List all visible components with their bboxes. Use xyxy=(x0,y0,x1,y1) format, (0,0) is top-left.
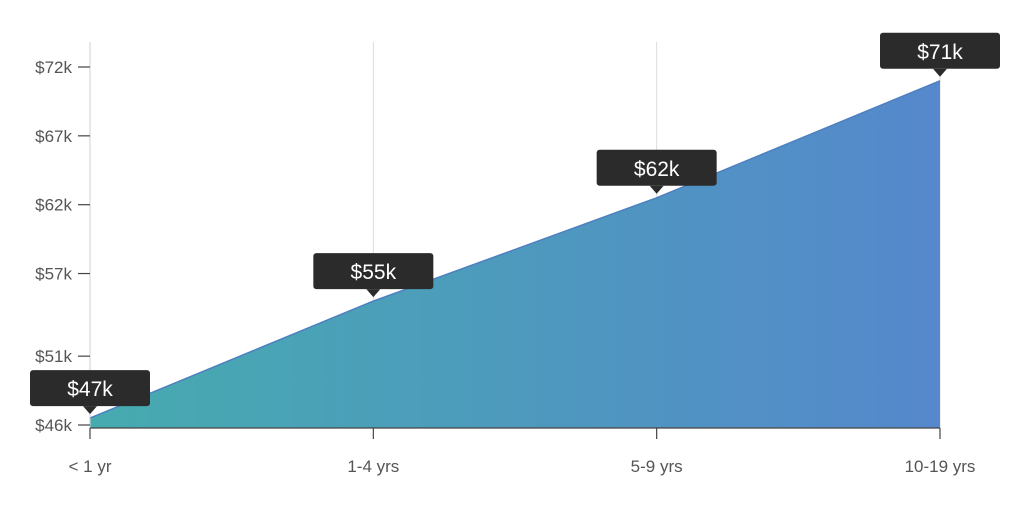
data-label-box xyxy=(30,370,150,407)
y-tick-label: $46k xyxy=(35,416,72,435)
y-tick-label: $67k xyxy=(35,127,72,146)
x-tick-label: 5-9 yrs xyxy=(631,457,683,476)
area-series xyxy=(89,80,941,429)
data-label-text: $47k xyxy=(67,378,113,401)
data-label-pointer xyxy=(649,185,664,194)
data-label-box xyxy=(880,32,1000,69)
data-label-box xyxy=(596,149,717,186)
x-tick-label: 10-19 yrs xyxy=(905,457,976,476)
axes: $46k $51k $57k $62k $67k $72k < 1 yr 1-4 yrs 5-9… xyxy=(35,42,975,476)
data-labels: $47k $55k $62k $71k xyxy=(30,32,1000,415)
data-label-pointer xyxy=(83,406,97,415)
data-label-text: $71k xyxy=(917,41,963,64)
y-tick-label: $72k xyxy=(35,58,72,77)
data-label: $71k xyxy=(880,32,1000,77)
data-label-text: $62k xyxy=(634,158,680,181)
data-label-text: $55k xyxy=(351,261,397,284)
data-label-box xyxy=(313,253,434,290)
y-tick-label: $57k xyxy=(35,265,72,284)
x-tick-label: 1-4 yrs xyxy=(347,457,399,476)
series-line xyxy=(89,80,941,419)
x-tick-label: < 1 yr xyxy=(69,457,112,476)
y-tick-label: $62k xyxy=(35,196,72,215)
data-label-pointer xyxy=(933,68,947,77)
area-fill xyxy=(90,80,940,429)
y-tick-label: $51k xyxy=(35,347,72,366)
data-label: $47k xyxy=(30,370,150,415)
data-label-pointer xyxy=(366,289,381,298)
data-label: $62k xyxy=(596,149,717,194)
data-label: $55k xyxy=(313,253,434,298)
